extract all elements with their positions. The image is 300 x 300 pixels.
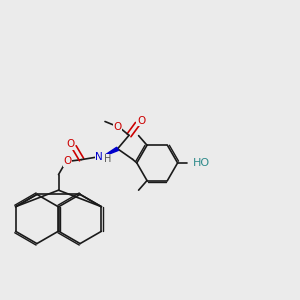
Text: H: H [104, 154, 111, 164]
Text: N: N [95, 152, 103, 162]
Polygon shape [103, 147, 118, 157]
Text: HO: HO [192, 158, 208, 168]
Text: O: O [63, 156, 72, 167]
Text: HO: HO [193, 158, 210, 168]
Text: O: O [66, 139, 75, 149]
Text: O: O [137, 116, 145, 126]
Text: O: O [113, 122, 122, 132]
